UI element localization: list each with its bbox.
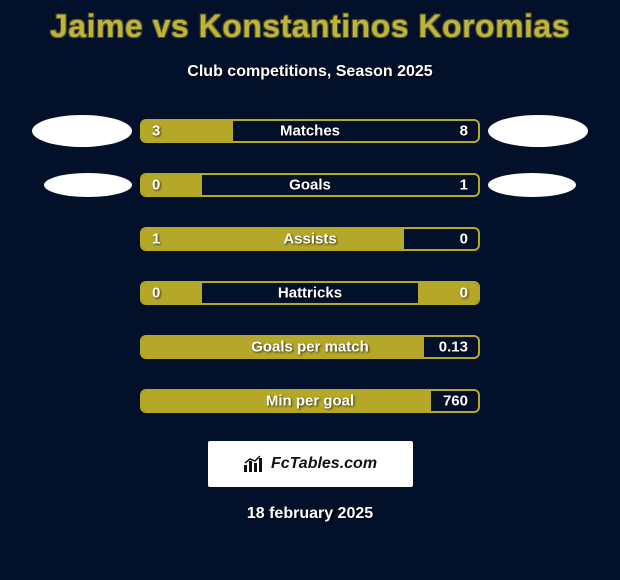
stat-bar: 0Hattricks0	[140, 281, 480, 305]
brand-text: FcTables.com	[271, 455, 377, 473]
chart-icon	[243, 455, 265, 473]
subtitle: Club competitions, Season 2025	[0, 63, 620, 81]
stat-row: 3Matches8	[0, 117, 620, 145]
player-right-avatar	[488, 115, 588, 147]
stat-row: Goals per match0.13	[0, 333, 620, 361]
footer-date: 18 february 2025	[0, 505, 620, 523]
stat-bar: 3Matches8	[140, 119, 480, 143]
player-right-avatar	[488, 173, 576, 197]
stat-bar: Goals per match0.13	[140, 335, 480, 359]
player-left-avatar	[44, 173, 132, 197]
stat-bar: Min per goal760	[140, 389, 480, 413]
stat-bar: 1Assists0	[140, 227, 480, 251]
stat-row: 1Assists0	[0, 225, 620, 253]
stat-bar: 0Goals1	[140, 173, 480, 197]
player-left-avatar	[32, 115, 132, 147]
page-title: Jaime vs Konstantinos Koromias	[0, 0, 620, 45]
stat-label: Matches	[142, 123, 478, 140]
stat-label: Hattricks	[142, 285, 478, 302]
stat-label: Goals	[142, 177, 478, 194]
stat-value-right: 0	[460, 285, 468, 302]
stat-label: Goals per match	[142, 339, 478, 356]
stat-value-right: 8	[460, 123, 468, 140]
stat-row: Min per goal760	[0, 387, 620, 415]
stat-label: Min per goal	[142, 393, 478, 410]
stat-value-right: 760	[443, 393, 468, 410]
stats-content: 3Matches80Goals11Assists00Hattricks0Goal…	[0, 117, 620, 415]
stat-value-right: 0	[460, 231, 468, 248]
stat-value-right: 0.13	[439, 339, 468, 356]
stat-value-right: 1	[460, 177, 468, 194]
stat-label: Assists	[142, 231, 478, 248]
stat-row: 0Goals1	[0, 171, 620, 199]
brand-badge[interactable]: FcTables.com	[208, 441, 413, 487]
stat-row: 0Hattricks0	[0, 279, 620, 307]
